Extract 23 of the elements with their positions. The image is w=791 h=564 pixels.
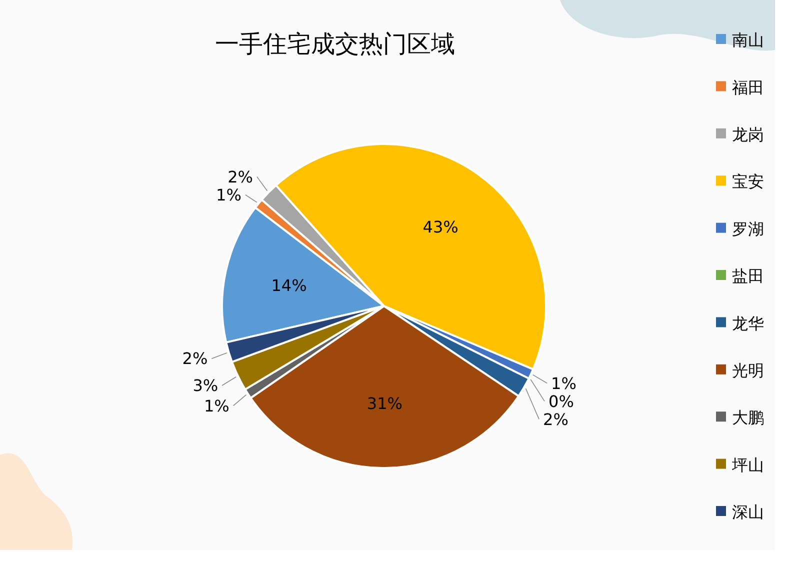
data-label: 43%	[422, 218, 458, 237]
chart-title: 一手住宅成交热门区域	[215, 30, 455, 58]
data-label: 31%	[366, 394, 402, 413]
legend-label: 盐田	[732, 266, 764, 286]
legend-label: 龙华	[732, 314, 764, 333]
legend-label: 深山	[732, 502, 764, 522]
legend-label: 光明	[732, 361, 764, 380]
legend-label: 罗湖	[732, 219, 764, 238]
data-label: 2%	[543, 410, 568, 429]
legend-label: 南山	[732, 30, 764, 50]
data-label: 1%	[204, 396, 230, 416]
legend-label: 坪山	[731, 455, 764, 474]
legend-label: 大鹏	[732, 408, 764, 428]
data-label: 2%	[228, 167, 253, 186]
data-label: 14%	[271, 276, 307, 296]
legend-label: 宝安	[732, 172, 764, 192]
data-label: 1%	[216, 185, 242, 204]
legend-label: 龙岗	[732, 125, 764, 144]
data-label: 2%	[182, 349, 208, 368]
legend-label: 福田	[732, 78, 764, 97]
data-label: 3%	[192, 376, 218, 396]
data-label: 1%	[551, 374, 576, 393]
text: 0%	[548, 392, 574, 411]
